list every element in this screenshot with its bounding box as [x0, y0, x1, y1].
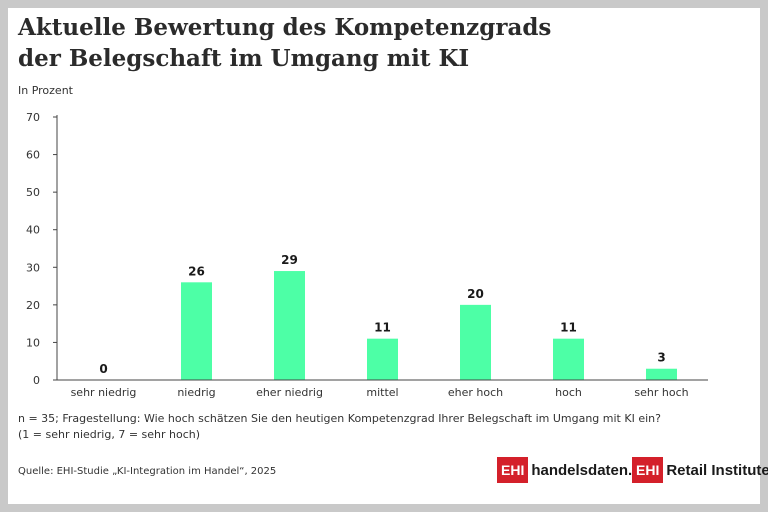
- chart-card: [8, 8, 760, 504]
- ehi-retail-institute-logo: EHI Retail Institute®: [632, 457, 768, 483]
- footnote-line-2: (1 = sehr niedrig, 7 = sehr hoch): [18, 428, 201, 441]
- y-tick-label: 0: [33, 374, 40, 387]
- footnote-line-1: n = 35; Fragestellung: Wie hoch schätzen…: [18, 412, 661, 425]
- x-tick-label: sehr niedrig: [71, 386, 137, 399]
- bar-value-label: 11: [560, 321, 577, 335]
- y-axis-unit-label: In Prozent: [18, 84, 73, 97]
- x-tick-label: hoch: [555, 386, 582, 399]
- y-tick-label: 10: [26, 336, 40, 349]
- bar-value-label: 20: [467, 287, 484, 301]
- handelsdaten-logo-text: handelsdaten.de: [531, 461, 650, 479]
- x-tick-label: eher hoch: [448, 386, 503, 399]
- bar-value-label: 0: [99, 362, 107, 376]
- bar: [460, 304, 491, 380]
- ehi-logo-box: EHI: [632, 457, 664, 483]
- handelsdaten-logo: EHI handelsdaten.de: [497, 457, 650, 483]
- x-tick-label: mittel: [366, 386, 398, 399]
- x-tick-label: niedrig: [177, 386, 215, 399]
- y-tick-label: 20: [26, 299, 40, 312]
- bar-value-label: 29: [281, 253, 298, 267]
- y-tick-label: 70: [26, 111, 40, 124]
- y-tick-label: 40: [26, 224, 40, 237]
- chart-title-line-2: der Belegschaft im Umgang mit KI: [18, 45, 470, 72]
- footnote: n = 35; Fragestellung: Wie hoch schätzen…: [18, 411, 661, 443]
- chart-title: Aktuelle Bewertung des Kompetenzgrads de…: [18, 12, 551, 74]
- bar-value-label: 3: [657, 351, 665, 365]
- y-tick-label: 30: [26, 261, 40, 274]
- retail-institute-logo-text: Retail Institute®: [666, 462, 768, 479]
- y-tick-label: 50: [26, 186, 40, 199]
- x-axis-ticks: sehr niedrig niedrig eher niedrig mittel ehe…: [71, 386, 689, 399]
- bar: [646, 368, 677, 380]
- source-note: Quelle: EHI-Studie „KI-Integration im Ha…: [18, 466, 277, 477]
- x-tick-label: eher niedrig: [256, 386, 323, 399]
- x-tick-label: sehr hoch: [634, 386, 688, 399]
- y-axis-ticks: 0 10 20 30 40 50 60 70: [26, 111, 57, 387]
- bar-value-label: 26: [188, 264, 205, 278]
- ehi-logo-box: EHI: [497, 457, 529, 483]
- y-tick-label: 60: [26, 149, 40, 162]
- chart-title-line-1: Aktuelle Bewertung des Kompetenzgrads: [18, 14, 552, 41]
- data-labels: 0 26 29 11 20 11 3: [99, 253, 665, 376]
- bar: [181, 282, 212, 380]
- bar: [367, 338, 398, 380]
- bars: [181, 271, 677, 380]
- bar: [274, 271, 305, 380]
- retail-institute-text: Retail Institute: [666, 461, 768, 479]
- bar: [553, 338, 584, 380]
- bar-value-label: 11: [374, 321, 391, 335]
